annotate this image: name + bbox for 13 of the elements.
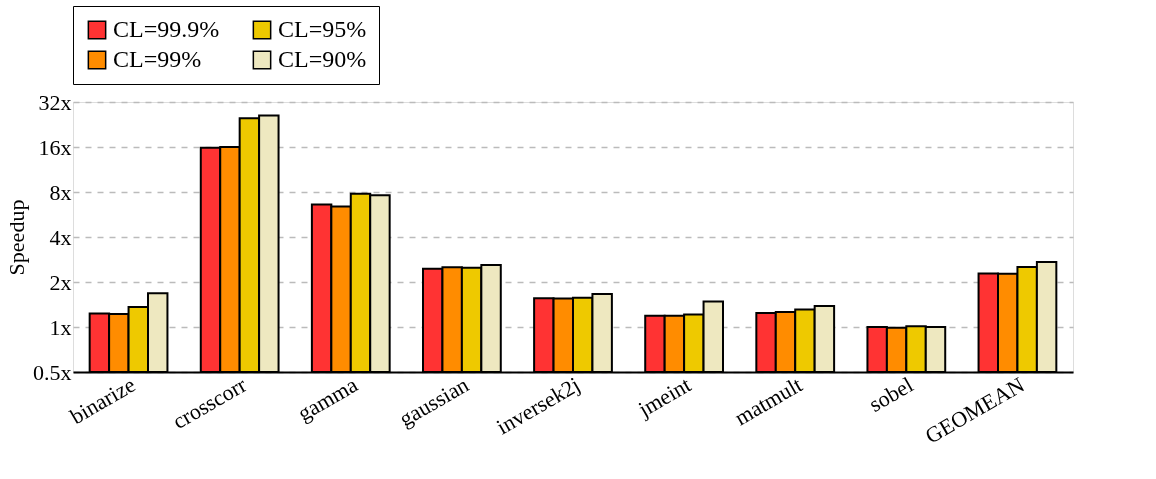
y-tick-label: 8x	[49, 179, 72, 205]
y-axis-title: Speedup	[4, 199, 29, 276]
x-tick-label: sobel	[864, 371, 918, 417]
legend-label: CL=99.9%	[113, 16, 220, 42]
y-tick-label: 16x	[38, 134, 72, 160]
legend-label: CL=99%	[113, 46, 202, 72]
y-tick-label: 2x	[49, 269, 72, 295]
legend-label: CL=95%	[278, 16, 367, 42]
legend-label: CL=90%	[278, 46, 367, 72]
y-tick-label: 1x	[49, 314, 72, 340]
y-tick-label: 0.5x	[33, 359, 72, 385]
y-tick-label: 4x	[49, 224, 72, 250]
y-tick-label: 32x	[38, 89, 72, 115]
